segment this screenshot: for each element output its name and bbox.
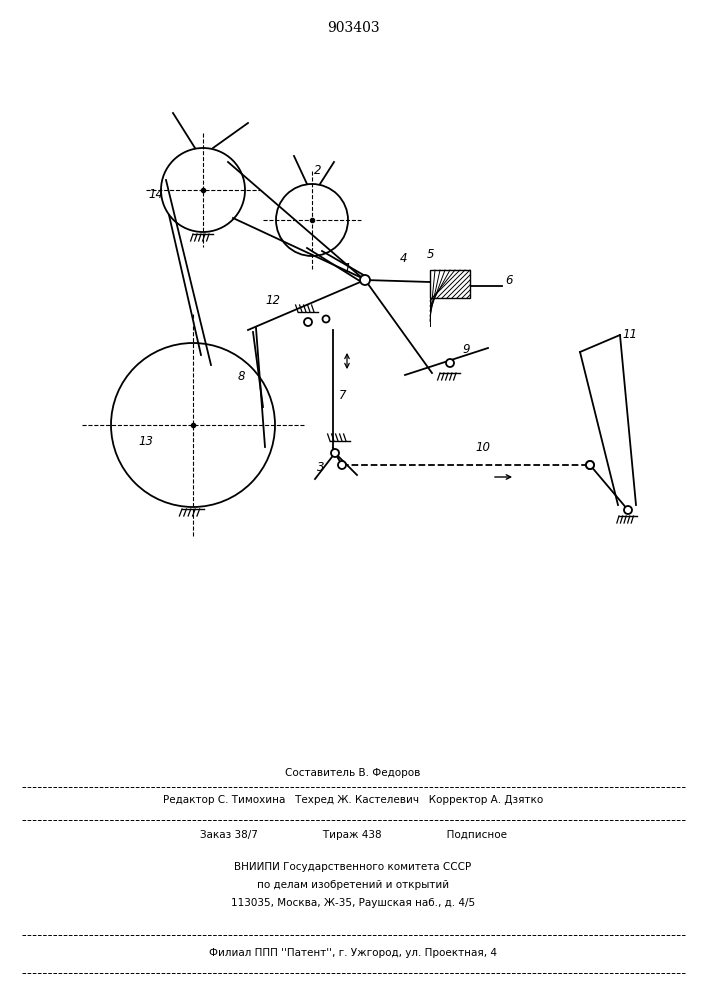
Circle shape [322, 316, 329, 322]
Text: 9: 9 [462, 343, 469, 356]
Text: ВНИИПИ Государственного комитета СССР: ВНИИПИ Государственного комитета СССР [235, 862, 472, 872]
Circle shape [586, 461, 594, 469]
Circle shape [446, 359, 454, 367]
Text: по делам изобретений и открытий: по делам изобретений и открытий [257, 880, 449, 890]
Text: 2: 2 [314, 164, 322, 177]
Text: 8: 8 [238, 370, 245, 383]
Circle shape [360, 275, 370, 285]
Text: 14: 14 [148, 188, 163, 201]
Text: Редактор С. Тимохина   Техред Ж. Кастелевич   Корректор А. Дзятко: Редактор С. Тимохина Техред Ж. Кастелеви… [163, 795, 543, 805]
Circle shape [304, 318, 312, 326]
Bar [430, 270, 470, 298]
Text: 6: 6 [505, 274, 513, 287]
Text: Филиал ППП ''Патент'', г. Ужгород, ул. Проектная, 4: Филиал ППП ''Патент'', г. Ужгород, ул. П… [209, 948, 497, 958]
Circle shape [586, 461, 594, 469]
Text: 10: 10 [475, 441, 490, 454]
Text: 1: 1 [343, 262, 351, 275]
Circle shape [331, 449, 339, 457]
Circle shape [338, 461, 346, 469]
Text: 5: 5 [427, 248, 435, 261]
Text: 11: 11 [622, 328, 637, 341]
Circle shape [624, 506, 632, 514]
Text: 3: 3 [317, 461, 325, 474]
Text: 12: 12 [265, 294, 280, 307]
Text: 903403: 903403 [327, 21, 380, 35]
Text: 13: 13 [138, 435, 153, 448]
Text: 113035, Москва, Ж-35, Раушская наб., д. 4/5: 113035, Москва, Ж-35, Раушская наб., д. … [231, 898, 475, 908]
Text: Составитель В. Федоров: Составитель В. Федоров [286, 768, 421, 778]
Text: 4: 4 [400, 252, 407, 265]
Text: Заказ 38/7                    Тираж 438                    Подписное: Заказ 38/7 Тираж 438 Подписное [199, 830, 506, 840]
Text: 7: 7 [339, 389, 346, 402]
